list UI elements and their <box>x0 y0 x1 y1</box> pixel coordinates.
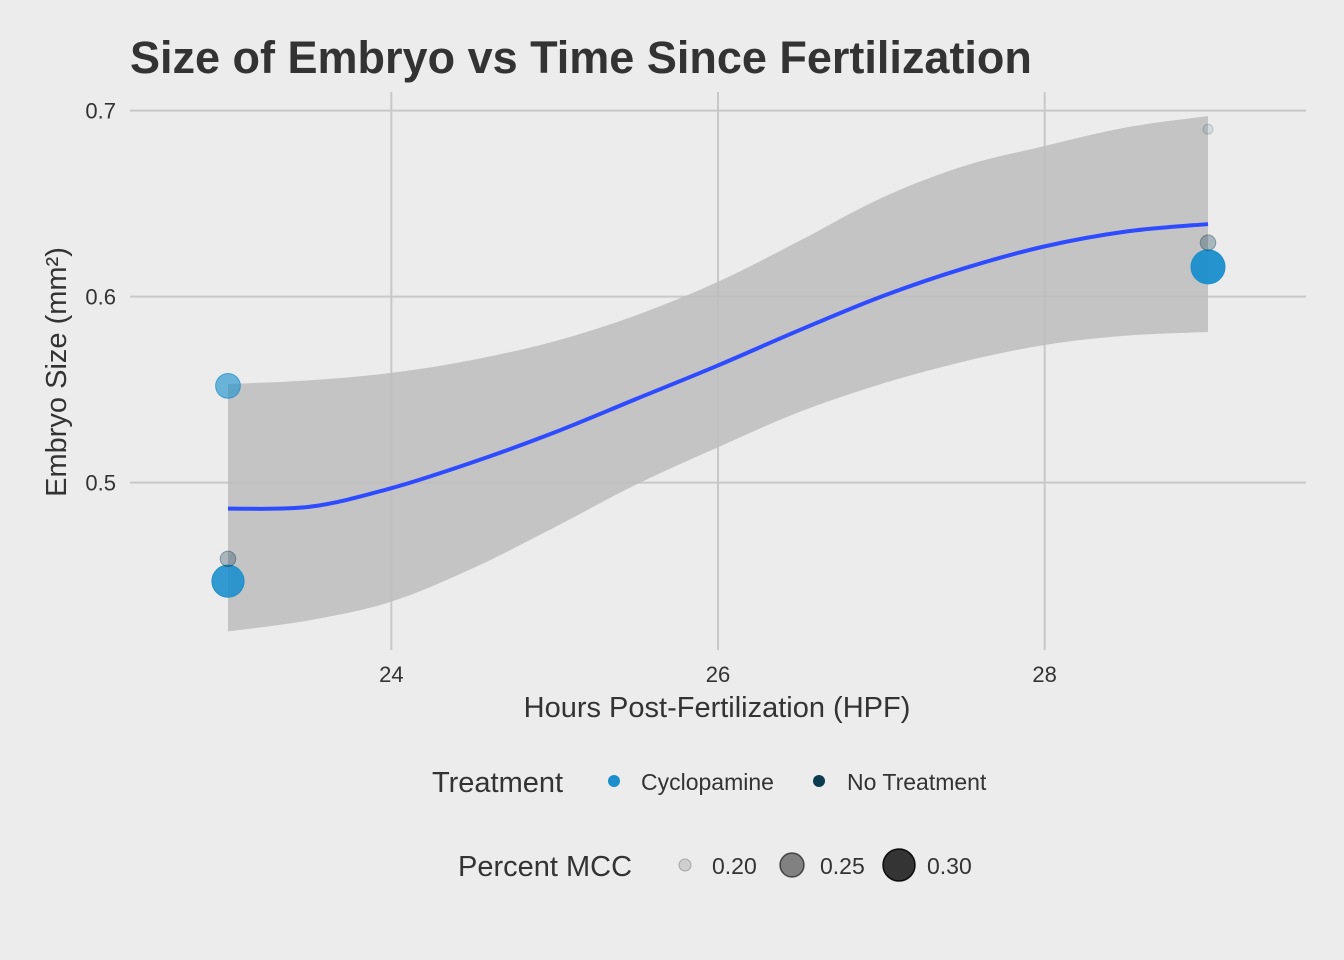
no-treatment-point <box>1199 234 1217 251</box>
x-axis-label: Hours Post-Fertilization (HPF) <box>524 692 911 724</box>
legend-size-label-0-25: 0.25 <box>820 853 865 879</box>
chart-title: Size of Embryo vs Time Since Fertilizati… <box>130 32 1032 83</box>
cyclopamine-point <box>215 372 241 399</box>
legend-size: Percent MCC 0.20 0.25 0.30 <box>458 848 972 883</box>
cyclopamine-point <box>211 564 245 598</box>
legend-size-key-0-20 <box>678 858 692 872</box>
y-tick-label: 0.5 <box>85 471 116 496</box>
legend-label-cyclopamine: Cyclopamine <box>641 769 774 795</box>
legend-key-cyclopamine <box>608 775 620 787</box>
x-tick-label: 26 <box>706 662 730 687</box>
y-tick-label: 0.6 <box>85 285 116 310</box>
legend-treatment-title: Treatment <box>432 767 563 799</box>
legend-size-title: Percent MCC <box>458 851 632 883</box>
smooth-line-layer <box>227 222 1209 511</box>
no-treatment-point <box>1202 123 1214 135</box>
confidence-band <box>228 116 1208 632</box>
y-axis-label: Embryo Size (mm²) <box>41 247 73 497</box>
legend-treatment: Treatment Cyclopamine No Treatment <box>432 767 987 799</box>
data-points-layer <box>211 123 1226 598</box>
x-tick-labels: 24 26 28 <box>379 662 1057 687</box>
legend-size-label-0-20: 0.20 <box>712 853 757 879</box>
cyclopamine-point <box>1190 249 1226 285</box>
legend-size-key-0-30 <box>882 848 916 882</box>
x-tick-label: 28 <box>1032 662 1056 687</box>
legend-key-no-treatment <box>813 775 825 787</box>
confidence-band-layer <box>228 116 1208 632</box>
smooth-fit-line <box>227 222 1209 511</box>
legend-label-no-treatment: No Treatment <box>847 769 987 795</box>
y-tick-label: 0.7 <box>85 99 116 124</box>
legend-size-label-0-30: 0.30 <box>927 853 972 879</box>
x-tick-label: 24 <box>379 662 403 687</box>
no-treatment-point <box>219 550 237 568</box>
y-tick-labels: 0.5 0.6 0.7 <box>85 99 116 496</box>
legend-size-key-0-25 <box>779 852 805 878</box>
